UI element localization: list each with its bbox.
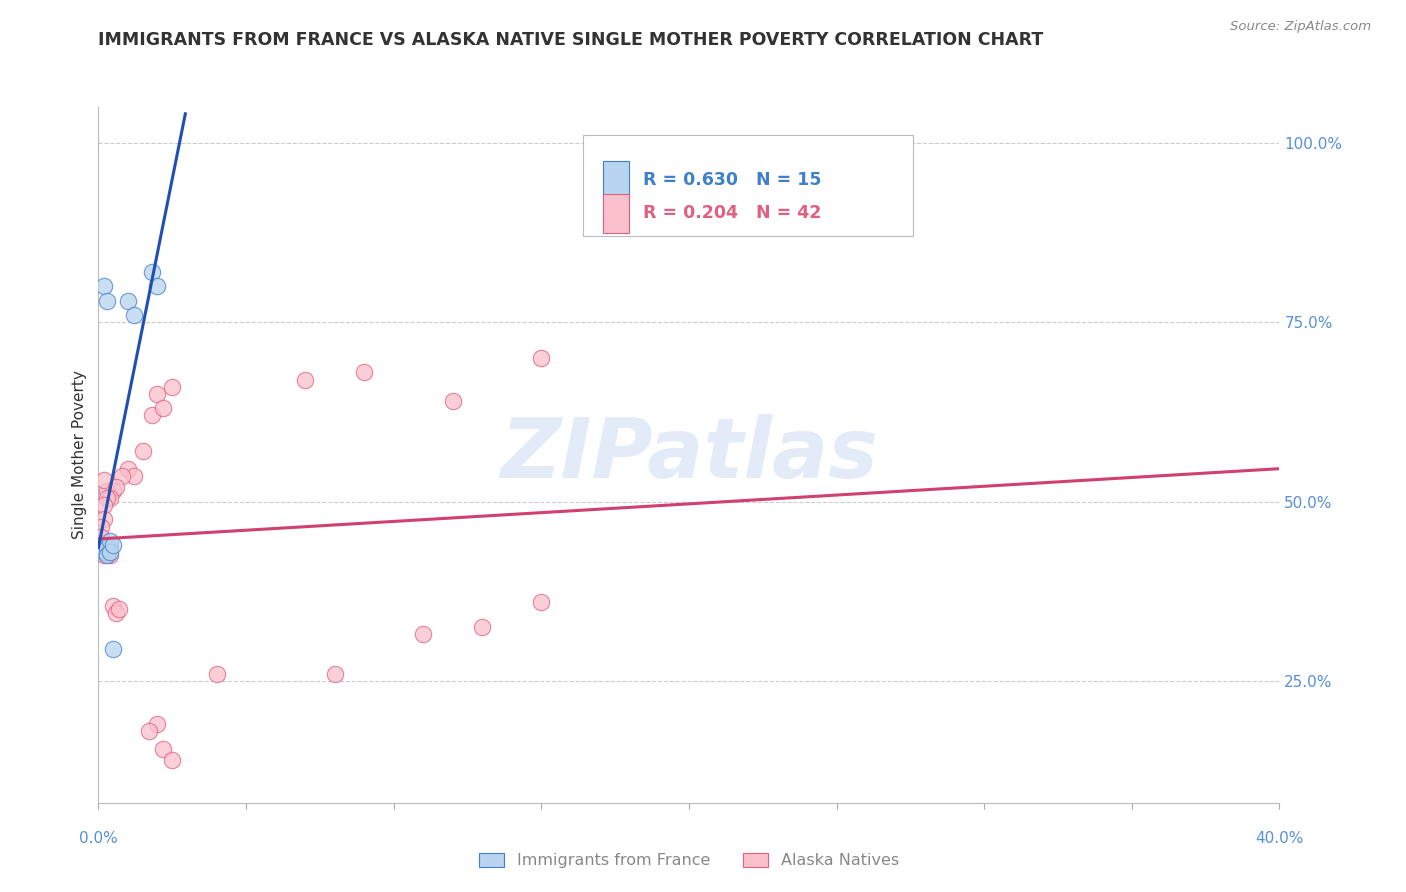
Point (98, 545, 121, 559)
Point (530, 351, 553, 365)
Point (98, 549, 121, 563)
Point (441, 394, 464, 409)
Point (90, 519, 112, 533)
Point (162, 380, 183, 394)
Point (93, 473, 115, 487)
FancyBboxPatch shape (582, 135, 914, 235)
Point (205, 666, 228, 681)
Text: Source: ZipAtlas.com: Source: ZipAtlas.com (1230, 21, 1371, 33)
Text: 0.0%: 0.0% (79, 831, 118, 846)
Point (105, 480, 128, 494)
Point (93, 512, 115, 526)
Point (141, 409, 163, 423)
Point (122, 469, 145, 483)
Point (98, 491, 121, 505)
Point (90, 530, 112, 544)
Point (146, 387, 169, 401)
Point (103, 641, 125, 656)
Point (96, 491, 118, 505)
Text: R = 0.204   N = 42: R = 0.204 N = 42 (643, 204, 821, 222)
Point (105, 606, 128, 620)
Point (111, 469, 134, 483)
Bar (603, 194, 628, 233)
Point (93, 549, 115, 563)
Point (96, 549, 118, 563)
Point (103, 538, 125, 552)
Legend: Immigrants from France, Alaska Natives: Immigrants from France, Alaska Natives (472, 847, 905, 875)
Point (93, 541, 115, 556)
Text: 40.0%: 40.0% (1256, 831, 1303, 846)
Point (471, 620, 494, 634)
Point (353, 366, 375, 380)
Point (117, 462, 139, 476)
Point (96, 538, 118, 552)
Point (294, 373, 316, 387)
Point (103, 599, 125, 613)
Point (412, 627, 434, 641)
Point (152, 401, 174, 416)
Point (141, 265, 163, 279)
Bar (603, 161, 628, 199)
Text: ZIPatlas: ZIPatlas (501, 415, 877, 495)
Text: R = 0.630   N = 15: R = 0.630 N = 15 (643, 170, 821, 189)
Point (90, 545, 112, 559)
Point (96, 541, 118, 556)
Point (93, 541, 115, 556)
Y-axis label: Single Mother Poverty: Single Mother Poverty (72, 370, 87, 540)
Point (103, 483, 125, 498)
Point (108, 602, 131, 616)
Point (93, 545, 115, 559)
Text: IMMIGRANTS FROM FRANCE VS ALASKA NATIVE SINGLE MOTHER POVERTY CORRELATION CHART: IMMIGRANTS FROM FRANCE VS ALASKA NATIVE … (98, 31, 1043, 49)
Point (146, 279, 169, 293)
Point (98, 533, 121, 548)
Point (96, 483, 118, 498)
Point (132, 444, 155, 458)
Point (93, 279, 115, 293)
Point (146, 717, 169, 731)
Point (138, 724, 160, 739)
Point (162, 753, 183, 767)
Point (152, 742, 174, 756)
Point (122, 308, 145, 322)
Point (96, 538, 118, 552)
Point (90, 538, 112, 552)
Point (93, 498, 115, 512)
Point (96, 545, 118, 559)
Point (117, 293, 139, 308)
Point (323, 666, 346, 681)
Point (98, 541, 121, 556)
Point (96, 293, 118, 308)
Point (530, 595, 553, 609)
